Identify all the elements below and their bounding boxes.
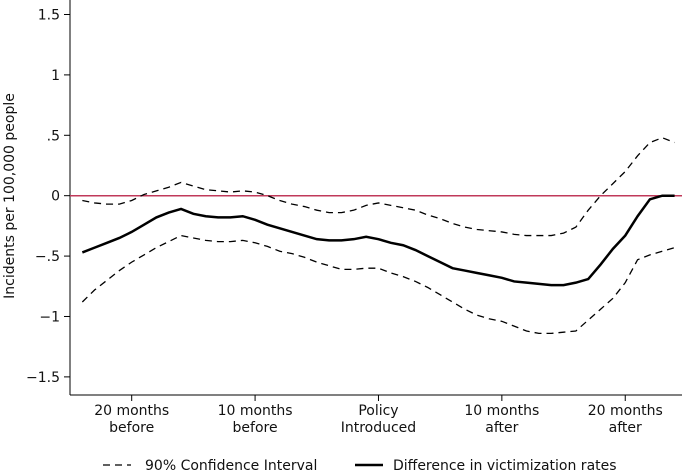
y-tick-label: −1.5 (26, 370, 60, 386)
x-tick-label: 20 months after (588, 403, 663, 436)
ci-line (81, 234, 675, 335)
x-tick-label-line: before (109, 420, 154, 436)
x-tick-label: Policy Introduced (341, 403, 416, 436)
y-tick-label: −.5 (35, 249, 60, 265)
line (81, 194, 675, 287)
x-tick-label-line: after (609, 420, 642, 436)
x-tick-label-line: 20 months (588, 403, 663, 419)
ci-line (82, 137, 675, 237)
y-tick-label: .5 (47, 128, 60, 144)
x-tick-label-line: 20 months (94, 403, 169, 419)
x-tick-label: 20 months before (94, 403, 169, 436)
y-tick-label: 1.5 (38, 7, 60, 23)
y-axis-title: Incidents per 100,000 people (2, 93, 18, 299)
y-tick-label: 0 (51, 189, 60, 205)
y-tick-label: −1 (39, 309, 60, 325)
x-tick-label: 10 months before (218, 403, 293, 436)
x-tick-label-line: 10 months (464, 403, 539, 419)
x-tick-label-line: 10 months (218, 403, 293, 419)
x-tick-label-line: Policy (358, 403, 398, 419)
x-tick-label-line: after (485, 420, 518, 436)
x-tick-label: 10 months after (464, 403, 539, 436)
legend-label: 90% Confidence Interval (145, 458, 317, 474)
legend-label: Difference in victimization rates (393, 458, 617, 474)
x-tick-label-line: Introduced (341, 420, 416, 436)
y-tick-label: 1 (51, 68, 60, 84)
x-tick-label-line: before (233, 420, 278, 436)
